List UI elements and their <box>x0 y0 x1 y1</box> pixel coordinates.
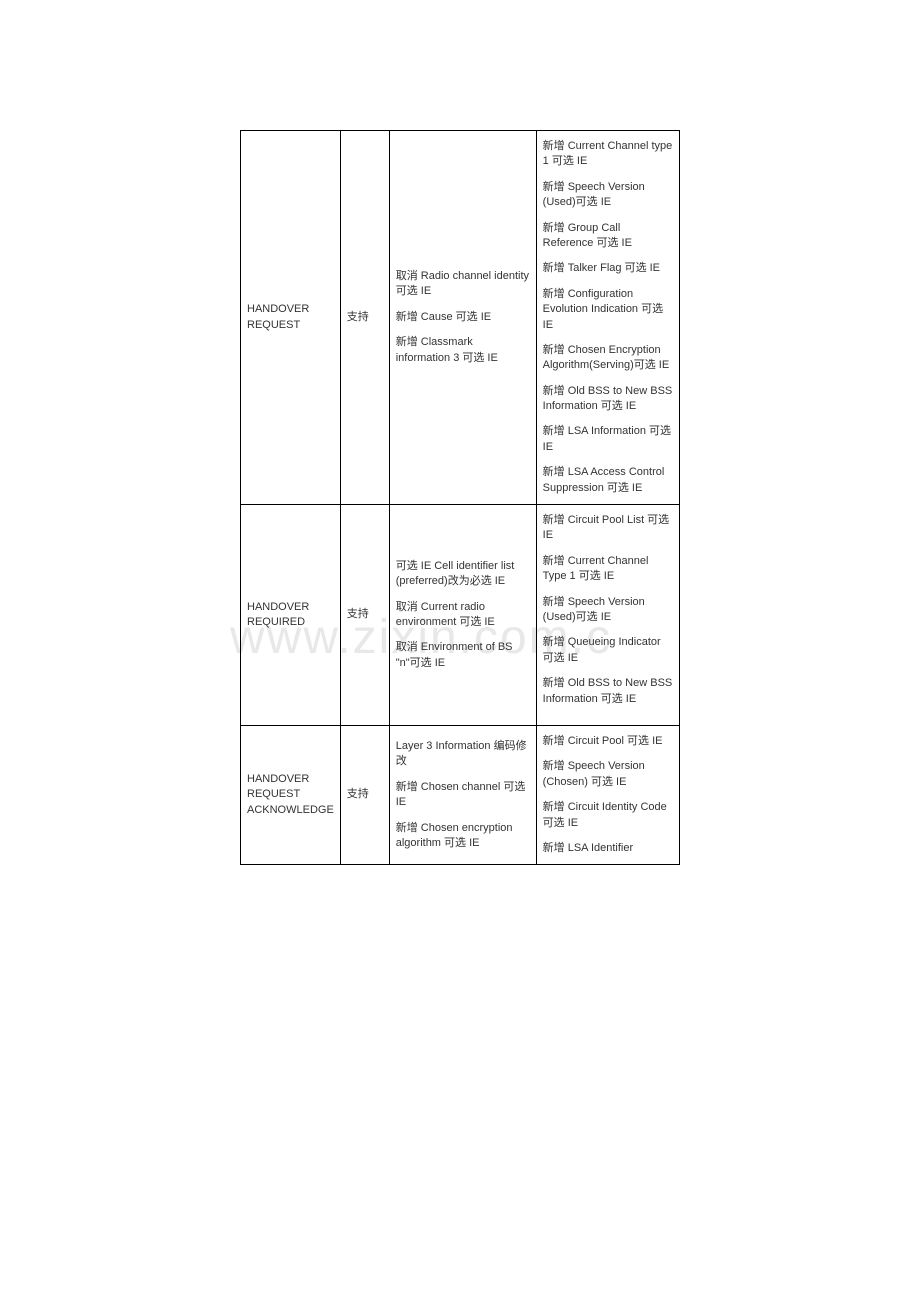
cell-name: HANDOVER REQUIRED <box>241 505 341 726</box>
change-item: 新增 Speech Version (Used)可选 IE <box>543 595 673 626</box>
cell-name: HANDOVER REQUEST <box>241 131 341 505</box>
cell-changes-2: 新增 Current Channel type 1 可选 IE 新增 Speec… <box>536 131 679 505</box>
change-item: 新增 Group Call Reference 可选 IE <box>543 221 673 252</box>
change-item: 取消 Current radio environment 可选 IE <box>396 600 530 631</box>
cell-changes-2: 新增 Circuit Pool 可选 IE 新增 Speech Version … <box>536 725 679 864</box>
table-row: HANDOVER REQUEST 支持 取消 Radio channel ide… <box>241 131 680 505</box>
change-item: 新增 Chosen channel 可选 IE <box>396 780 530 811</box>
cell-name: HANDOVER REQUEST ACKNOWLEDGE <box>241 725 341 864</box>
change-item: 新增 LSA Access Control Suppression 可选 IE <box>543 465 673 496</box>
cell-changes-2: 新增 Circuit Pool List 可选 IE 新增 Current Ch… <box>536 505 679 726</box>
change-item: 新增 Current Channel type 1 可选 IE <box>543 139 673 170</box>
change-item: 新增 Classmark information 3 可选 IE <box>396 335 530 366</box>
change-item: 新增 Circuit Pool List 可选 IE <box>543 513 673 544</box>
change-item: 新增 Old BSS to New BSS Information 可选 IE <box>543 676 673 707</box>
specification-table: HANDOVER REQUEST 支持 取消 Radio channel ide… <box>240 130 680 865</box>
change-item: 新增 Configuration Evolution Indication 可选… <box>543 287 673 333</box>
change-item: 新增 LSA Information 可选 IE <box>543 424 673 455</box>
change-item: 取消 Environment of BS "n"可选 IE <box>396 640 530 671</box>
cell-changes-1: Layer 3 Information 编码修改 新增 Chosen chann… <box>389 725 536 864</box>
change-item: 新增 LSA Identifier <box>543 841 673 856</box>
change-item: 新增 Chosen Encryption Algorithm(Serving)可… <box>543 343 673 374</box>
change-item: 可选 IE Cell identifier list (preferred)改为… <box>396 559 530 590</box>
change-item: 取消 Radio channel identity 可选 IE <box>396 269 530 300</box>
table-row: HANDOVER REQUEST ACKNOWLEDGE 支持 Layer 3 … <box>241 725 680 864</box>
cell-support: 支持 <box>340 131 389 505</box>
change-item: 新增 Current Channel Type 1 可选 IE <box>543 554 673 585</box>
table-row: HANDOVER REQUIRED 支持 可选 IE Cell identifi… <box>241 505 680 726</box>
change-item: 新增 Circuit Pool 可选 IE <box>543 734 673 749</box>
change-item: 新增 Speech Version (Chosen) 可选 IE <box>543 759 673 790</box>
change-item: 新增 Speech Version (Used)可选 IE <box>543 180 673 211</box>
change-item: 新增 Queueing Indicator 可选 IE <box>543 635 673 666</box>
change-item: 新增 Old BSS to New BSS Information 可选 IE <box>543 384 673 415</box>
cell-support: 支持 <box>340 725 389 864</box>
cell-changes-1: 可选 IE Cell identifier list (preferred)改为… <box>389 505 536 726</box>
change-item: Layer 3 Information 编码修改 <box>396 739 530 770</box>
change-item: 新增 Chosen encryption algorithm 可选 IE <box>396 821 530 852</box>
cell-changes-1: 取消 Radio channel identity 可选 IE 新增 Cause… <box>389 131 536 505</box>
change-item: 新增 Cause 可选 IE <box>396 310 530 325</box>
change-item: 新增 Talker Flag 可选 IE <box>543 261 673 276</box>
change-item: 新增 Circuit Identity Code 可选 IE <box>543 800 673 831</box>
cell-support: 支持 <box>340 505 389 726</box>
